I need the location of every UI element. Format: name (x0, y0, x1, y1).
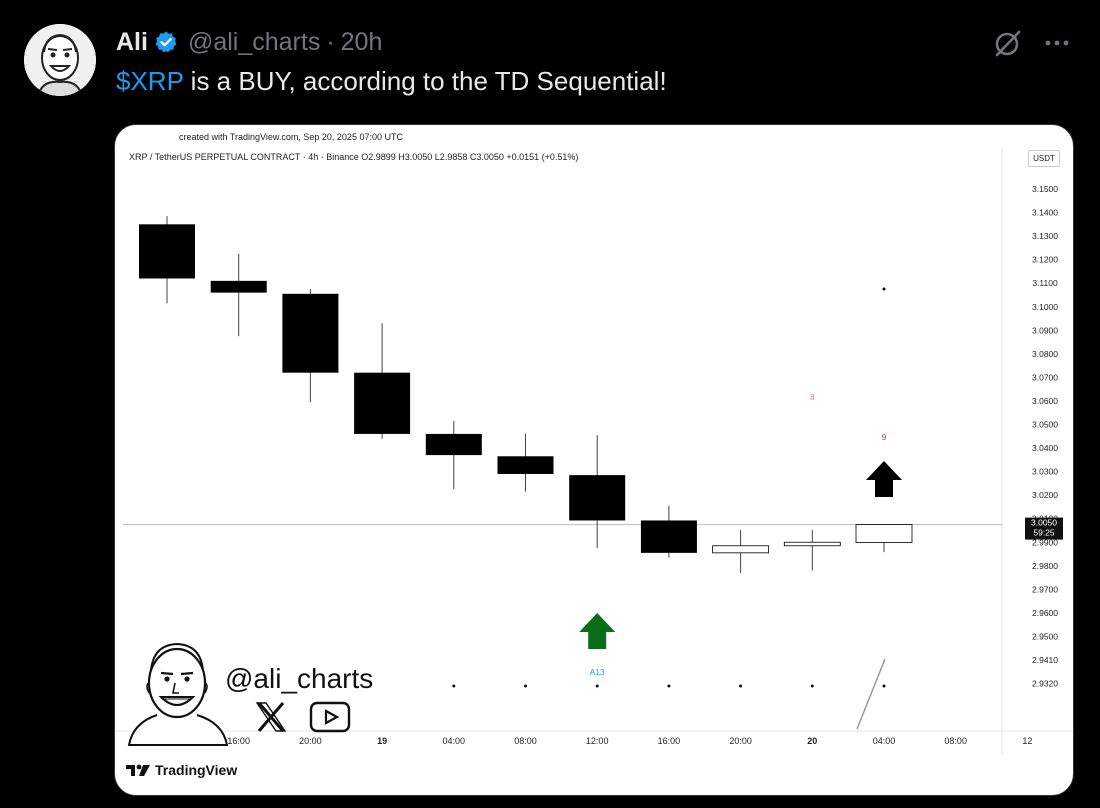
author-handle[interactable]: @ali_charts (187, 27, 321, 56)
price-tick-label: 3.0600 (1032, 396, 1058, 406)
time-tick-label: 20 (807, 736, 817, 746)
price-label-box: 3.0050 59:25 (1025, 517, 1063, 540)
indicator-dot (524, 684, 527, 688)
price-tick-label: 2.9800 (1032, 561, 1058, 571)
price-tick-label: 3.1000 (1032, 302, 1058, 312)
candle-body (210, 280, 267, 293)
candle-body (855, 524, 913, 543)
price-tick-label: 2.9700 (1032, 584, 1058, 594)
price-axis: 3.1500 3.1400 3.1300 3.1200 3.1100 3.1000 3.09… (1032, 184, 1058, 689)
tradingview-logo[interactable]: TradingView (125, 762, 237, 778)
time-tick-label: 16:00 (227, 736, 250, 746)
symbol-ohlc-line: XRP / TetherUS PERPETUAL CONTRACT · 4h ·… (129, 152, 579, 162)
created-with-label: created with TradingView.com, Sep 20, 20… (179, 132, 403, 142)
separator-dot: · (326, 27, 335, 56)
indicator-dots (452, 287, 886, 688)
time-tick-label: 19 (377, 736, 387, 746)
td-setup-label: A13 (590, 667, 605, 677)
price-tick-label: 3.1100 (1032, 278, 1058, 288)
grok-icon[interactable] (990, 26, 1024, 60)
td-up-arrow-icon (866, 461, 902, 497)
avatar-portrait-icon (24, 24, 96, 96)
candle-body (425, 433, 482, 456)
price-tick-label: 2.9600 (1032, 608, 1058, 618)
candle-body (139, 224, 195, 279)
tweet-header: Ali @ali_charts · 20h (116, 26, 382, 58)
candle-body (640, 520, 697, 553)
time-tick-label: 12:00 (586, 736, 609, 746)
youtube-logo-icon (309, 701, 351, 733)
tweet-text: $XRP is a BUY, according to the TD Seque… (116, 66, 667, 97)
indicator-dot (667, 684, 671, 688)
time-tick-label: 16:00 (658, 736, 681, 746)
price-tick-label: 2.9500 (1032, 631, 1058, 641)
author-avatar[interactable] (24, 24, 96, 96)
price-tick-label: 3.1400 (1032, 208, 1058, 218)
td-count-label: 8 (810, 393, 815, 402)
x-logo-icon (255, 702, 287, 732)
candle-body (282, 293, 339, 373)
watermark-handle: @ali_charts (225, 663, 373, 694)
author-name[interactable]: Ali (116, 27, 148, 56)
countdown-label: 59:25 (1033, 528, 1055, 538)
chart-image-card[interactable]: created with TradingView.com, Sep 20, 20… (114, 124, 1074, 796)
tweet-text-body: is a BUY, according to the TD Sequential… (183, 66, 667, 96)
price-tick-label: 3.0900 (1032, 325, 1058, 335)
candle-body (497, 456, 554, 474)
indicator-dot (739, 684, 743, 688)
td-buy-arrow-icon (579, 613, 616, 649)
indicator-dot (810, 684, 814, 688)
price-tick-label: 3.1300 (1032, 231, 1058, 241)
price-tick-label: 2.9410 (1032, 655, 1058, 665)
td-annotations: A13 9 8 (579, 393, 902, 677)
price-tick-label: 3.0700 (1032, 372, 1058, 382)
candlestick-chart: 3.1500 3.1400 3.1300 3.1200 3.1100 3.1000 3.09… (115, 147, 1073, 755)
time-tick-label: 20:00 (299, 736, 322, 746)
time-axis: 12:0016:0020:001904:0008:0012:0016:0020:… (156, 736, 1033, 746)
tradingview-brand-text: TradingView (155, 762, 238, 778)
price-tick-label: 2.9320 (1032, 679, 1058, 689)
drawing-tool-line (856, 658, 886, 730)
price-tick-label: 3.0500 (1032, 420, 1058, 430)
price-tick-label: 3.0200 (1032, 490, 1058, 500)
time-tick-label: 20:00 (729, 736, 752, 746)
price-tick-label: 3.1200 (1032, 255, 1058, 265)
price-tick-label: 2.9900 (1032, 537, 1058, 547)
tweet-timestamp[interactable]: 20h (340, 27, 383, 56)
ali-caricature-watermark (127, 642, 229, 746)
price-tick-label: 3.1500 (1032, 184, 1058, 194)
td-count-9-label: 9 (882, 432, 887, 442)
candle-body (569, 475, 626, 521)
indicator-dot (595, 684, 599, 688)
cashtag-link[interactable]: $XRP (116, 66, 184, 96)
time-tick-label: 12 (1022, 736, 1032, 746)
current-price-label: 3.0050 (1031, 518, 1057, 528)
indicator-dot (452, 684, 456, 688)
candles-group (139, 216, 913, 573)
candle-body (712, 545, 769, 554)
more-options-icon[interactable] (1040, 26, 1074, 60)
time-tick-label: 08:00 (944, 736, 967, 746)
tradingview-icon (126, 764, 150, 776)
time-tick-label: 04:00 (873, 736, 896, 746)
price-tick-label: 3.0300 (1032, 467, 1058, 477)
verified-badge-icon[interactable] (154, 30, 178, 54)
candle-body (783, 541, 841, 547)
indicator-dot (882, 287, 886, 291)
currency-label: USDT (1028, 150, 1060, 167)
candle-body (354, 372, 411, 434)
price-tick-label: 3.0400 (1032, 443, 1058, 453)
time-tick-label: 04:00 (443, 736, 466, 746)
indicator-dot (882, 684, 886, 688)
time-tick-label: 08:00 (514, 736, 537, 746)
price-tick-label: 3.0800 (1032, 349, 1058, 359)
